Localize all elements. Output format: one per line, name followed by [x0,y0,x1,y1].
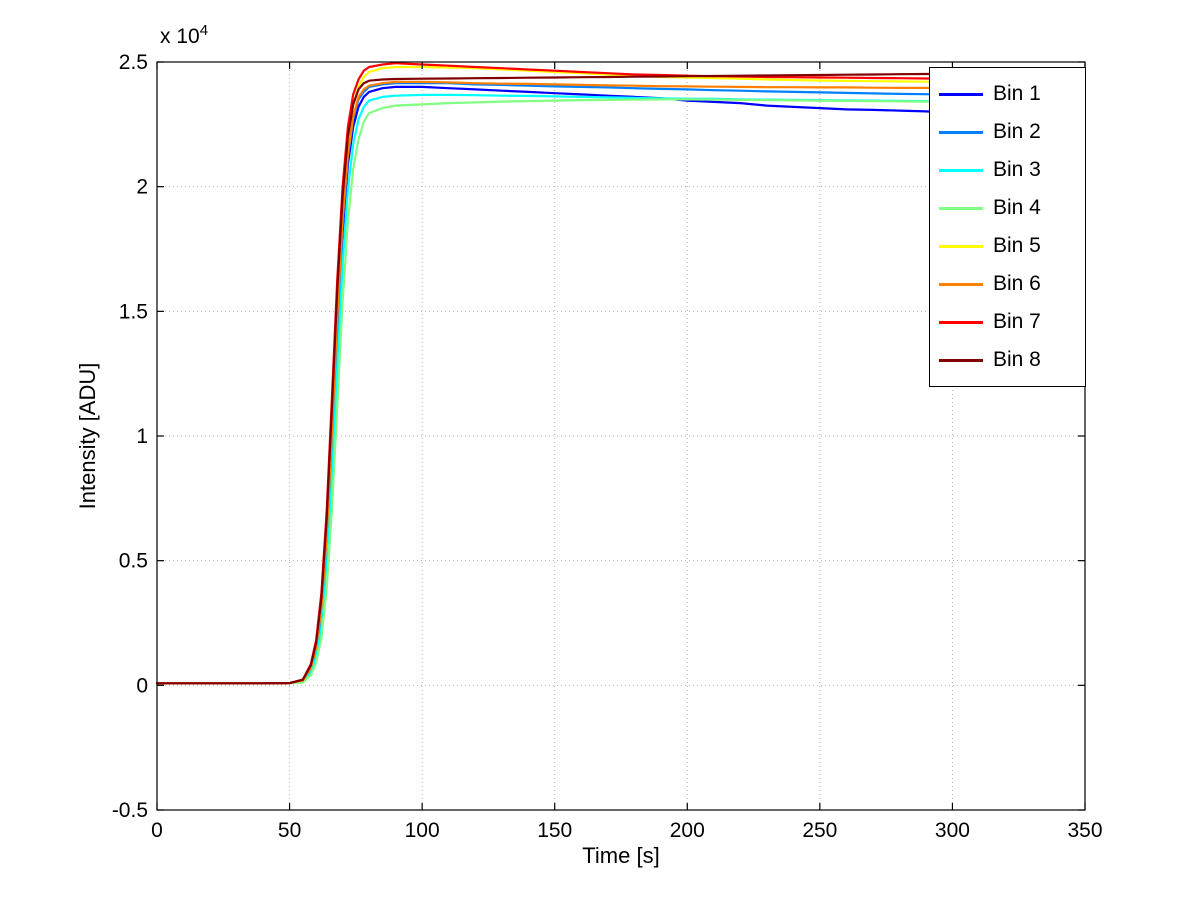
legend-swatch [939,168,983,172]
y-tick-label: 2.5 [119,51,148,74]
legend-swatch [939,206,983,210]
legend-item-bin-2: Bin 2 [939,113,1085,151]
series-line-bin-7 [155,62,936,685]
y-axis-multiplier-base: x 10 [160,25,200,48]
legend-label: Bin 2 [993,120,1041,143]
x-tick-label: 150 [537,819,572,842]
x-tick-label: 300 [935,819,970,842]
legend-item-bin-5: Bin 5 [939,227,1085,265]
legend-swatch [939,130,983,134]
y-tick-label: -0.5 [112,799,148,822]
legend-swatch [939,282,983,286]
legend-label: Bin 6 [993,272,1041,295]
x-axis-label: Time [s] [582,843,660,868]
series-line-bin-6 [155,80,936,685]
legend-label: Bin 5 [993,234,1041,257]
legend-item-bin-7: Bin 7 [939,303,1085,341]
x-tick-label: 250 [802,819,837,842]
x-tick-label: 50 [278,819,301,842]
y-axis-multiplier-exponent: 4 [199,22,209,39]
series-line-bin-2 [155,82,936,685]
y-tick-label: 0 [136,674,148,697]
series-line-bin-8 [155,71,1073,685]
x-tick-label: 0 [151,819,163,842]
y-tick-label: 1 [136,425,148,448]
legend-item-bin-1: Bin 1 [939,75,1085,113]
legend-label: Bin 8 [993,348,1041,371]
x-tick-label: 100 [405,819,440,842]
series-line-bin-1 [155,85,936,685]
y-axis-label: Intensity [ADU] [75,362,100,510]
legend-label: Bin 7 [993,310,1041,333]
y-tick-label: 1.5 [119,300,148,323]
series-line-bin-5 [155,65,936,685]
legend-swatch [939,244,983,248]
legend-label: Bin 3 [993,158,1041,181]
y-axis-multiplier: x 104 [160,22,208,49]
legend-swatch [939,320,983,324]
series-line-bin-4 [155,98,936,685]
legend-label: Bin 4 [993,196,1041,219]
x-tick-label: 350 [1067,819,1102,842]
legend-swatch [939,358,983,362]
legend-item-bin-6: Bin 6 [939,265,1085,303]
legend-swatch [939,92,983,96]
legend-item-bin-4: Bin 4 [939,189,1085,227]
y-tick-label: 2 [136,176,148,199]
legend-item-bin-8: Bin 8 [939,341,1085,379]
series-line-bin-3 [155,93,936,685]
y-tick-label: 0.5 [119,550,148,573]
x-tick-label: 200 [670,819,705,842]
legend-label: Bin 1 [993,82,1041,105]
legend: Bin 1 Bin 2 Bin 3 Bin 4 Bin 5 Bin 6 Bin 7 Bin 8 [929,67,1086,387]
legend-item-bin-3: Bin 3 [939,151,1085,189]
